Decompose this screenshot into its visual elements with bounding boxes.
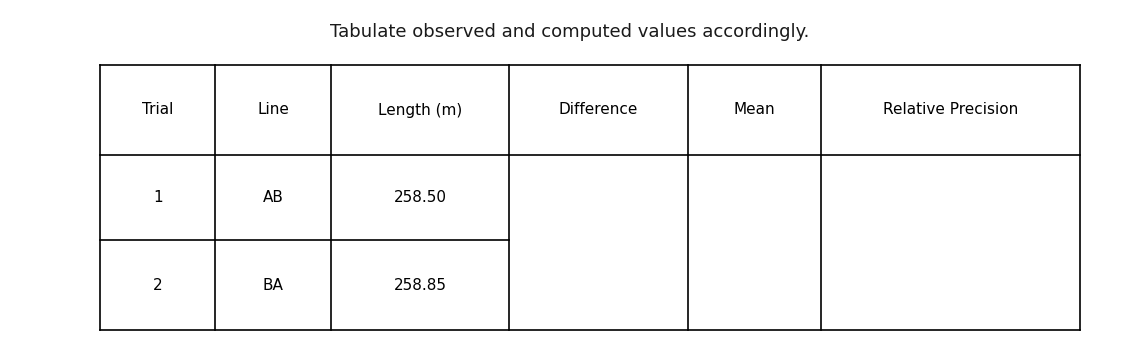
Text: BA: BA (262, 277, 284, 293)
Text: 2: 2 (153, 277, 163, 293)
Text: 258.85: 258.85 (393, 277, 446, 293)
Text: Mean: Mean (734, 102, 776, 118)
Text: Tabulate observed and computed values accordingly.: Tabulate observed and computed values ac… (330, 23, 809, 41)
Text: Trial: Trial (142, 102, 173, 118)
Text: Line: Line (257, 102, 289, 118)
Text: AB: AB (262, 190, 284, 205)
Text: 1: 1 (153, 190, 163, 205)
Text: Difference: Difference (559, 102, 638, 118)
Text: 258.50: 258.50 (393, 190, 446, 205)
Text: Length (m): Length (m) (378, 102, 462, 118)
Text: Relative Precision: Relative Precision (883, 102, 1018, 118)
